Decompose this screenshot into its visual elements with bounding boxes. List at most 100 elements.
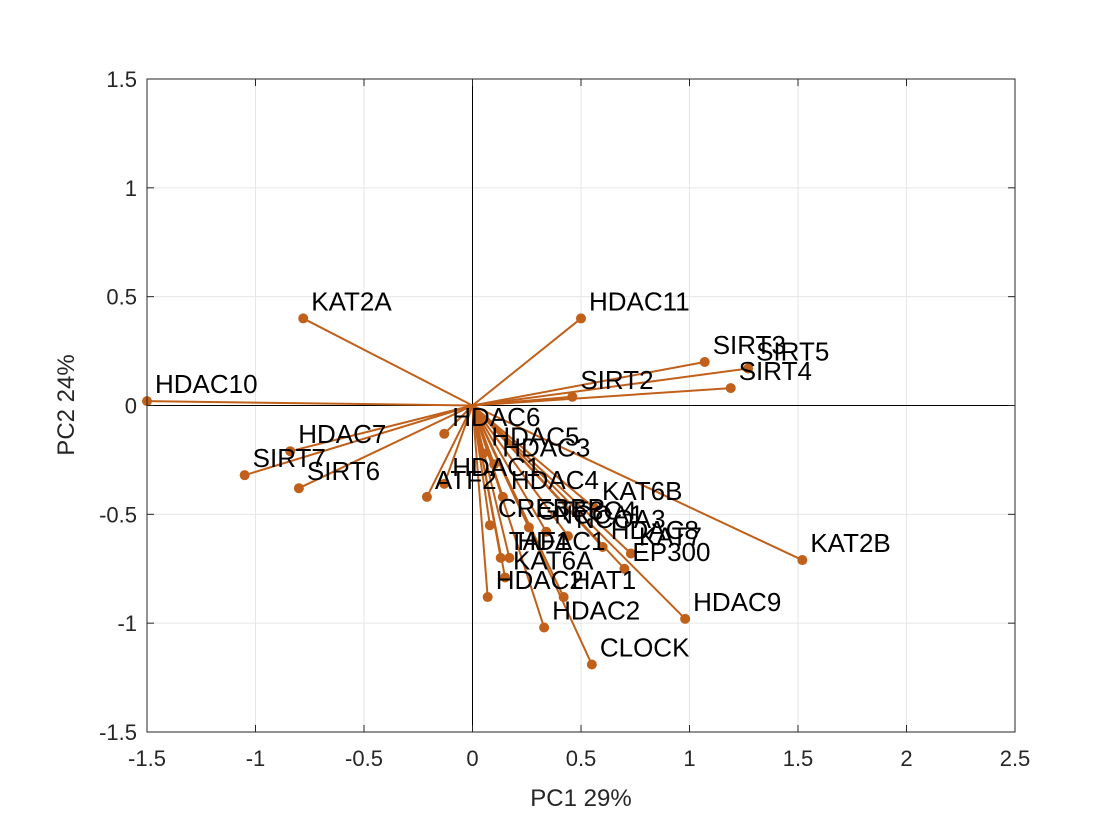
data-point xyxy=(539,622,550,633)
point-label: HDAC2 xyxy=(496,565,584,595)
point-label: TAF1 xyxy=(509,526,571,556)
data-point xyxy=(239,470,250,481)
data-point xyxy=(482,592,493,603)
x-tick-label: 2.5 xyxy=(1000,746,1031,771)
data-point xyxy=(439,478,450,489)
point-label: NCOA1 xyxy=(554,500,644,530)
loading-vector xyxy=(146,400,473,407)
point-label: KAT2B xyxy=(810,528,890,558)
data-point xyxy=(478,448,489,459)
data-point xyxy=(619,563,630,574)
loading-vector xyxy=(244,404,473,477)
point-label: HDAC6 xyxy=(452,402,540,432)
loading-vector xyxy=(471,404,595,509)
x-tick-label: 0.5 xyxy=(566,746,597,771)
data-point xyxy=(285,446,296,457)
point-label: KAT6B xyxy=(602,476,682,506)
point-label: NCOA3 xyxy=(576,504,666,534)
data-point xyxy=(523,522,534,533)
y-tick-label: -1.5 xyxy=(99,720,137,745)
point-label: GTF3C4 xyxy=(537,495,637,525)
y-tick-label: 1 xyxy=(125,176,137,201)
data-point xyxy=(625,548,636,559)
loading-vectors xyxy=(146,317,803,665)
x-tick-label: -0.5 xyxy=(345,746,383,771)
loading-vector xyxy=(443,404,474,435)
y-tick-label: -0.5 xyxy=(99,502,137,527)
loading-vector xyxy=(472,404,803,561)
loading-vector xyxy=(298,404,473,490)
loading-vector xyxy=(472,360,705,407)
data-point xyxy=(586,659,597,670)
y-tick-label: -1 xyxy=(117,611,137,636)
x-tick-label: -1 xyxy=(246,746,266,771)
point-label: HDAC4 xyxy=(511,465,599,495)
data-points xyxy=(142,313,808,670)
point-label: HDAC11 xyxy=(589,286,690,316)
loading-vector xyxy=(471,404,686,620)
ticks: -1.5 -1 -0.5 0 0.5 1 1.5 2 2.5 -1.5 -1 -0.5 0 0.5 1 1.5 xyxy=(99,67,1030,771)
loading-vector xyxy=(289,404,473,453)
point-label: ATF2 xyxy=(435,465,497,495)
point-label: SIRT7 xyxy=(253,443,326,473)
point-label: KAT6A xyxy=(513,545,594,575)
loading-vector xyxy=(471,405,593,665)
point-label: HDAC5 xyxy=(491,421,579,451)
point-label: EP300 xyxy=(632,537,710,567)
data-point xyxy=(439,428,450,439)
data-point xyxy=(541,526,552,537)
loading-vector xyxy=(471,404,632,555)
point-label: HDAC10 xyxy=(155,369,258,399)
x-tick-label: 2 xyxy=(900,746,912,771)
y-tick-label: 1.5 xyxy=(106,67,137,92)
data-point xyxy=(567,391,578,402)
data-point xyxy=(298,313,309,324)
loading-vector xyxy=(443,405,474,485)
point-label: SIRT6 xyxy=(307,456,380,486)
point-label: SIRT4 xyxy=(739,356,812,386)
y-axis-label: PC2 24% xyxy=(53,354,80,455)
data-point xyxy=(500,572,511,583)
loading-vector xyxy=(471,405,546,628)
point-label: HDAC7 xyxy=(298,419,386,449)
loading-vector xyxy=(471,404,626,570)
loading-vector xyxy=(471,405,507,578)
x-tick-label: 0 xyxy=(466,746,478,771)
loading-vector xyxy=(472,395,573,407)
data-point xyxy=(293,483,304,494)
loading-vector xyxy=(471,405,511,559)
data-point xyxy=(562,531,573,542)
data-point xyxy=(484,520,495,531)
x-tick-label: -1.5 xyxy=(128,746,166,771)
loading-vector xyxy=(471,317,582,407)
loading-vector xyxy=(471,404,569,537)
data-point xyxy=(597,541,608,552)
point-label: SIRT2 xyxy=(580,365,653,395)
point-label: SIRT5 xyxy=(756,336,829,366)
data-point xyxy=(699,356,710,367)
data-point xyxy=(421,491,432,502)
data-point xyxy=(489,459,500,470)
point-label: KAT2A xyxy=(311,286,392,316)
x-axis-label: PC1 29% xyxy=(530,785,631,812)
y-tick-label: 0 xyxy=(125,394,137,419)
data-point xyxy=(680,613,691,624)
point-label: HDAC1 xyxy=(517,526,605,556)
data-point xyxy=(558,592,569,603)
loading-vector xyxy=(471,404,548,533)
point-label: HDAC1 xyxy=(452,452,540,482)
x-tick-label: 1.5 xyxy=(783,746,814,771)
loading-vector xyxy=(471,405,489,598)
point-label: CREBBP xyxy=(498,493,605,523)
data-point xyxy=(743,363,754,374)
data-point xyxy=(797,555,808,566)
data-point xyxy=(497,491,508,502)
data-point xyxy=(589,502,600,513)
point-label: CLOCK xyxy=(600,633,690,663)
data-point xyxy=(504,552,515,563)
point-label: HDAC2 xyxy=(552,596,640,626)
data-point xyxy=(495,552,506,563)
point-label: HDAC9 xyxy=(693,587,781,617)
